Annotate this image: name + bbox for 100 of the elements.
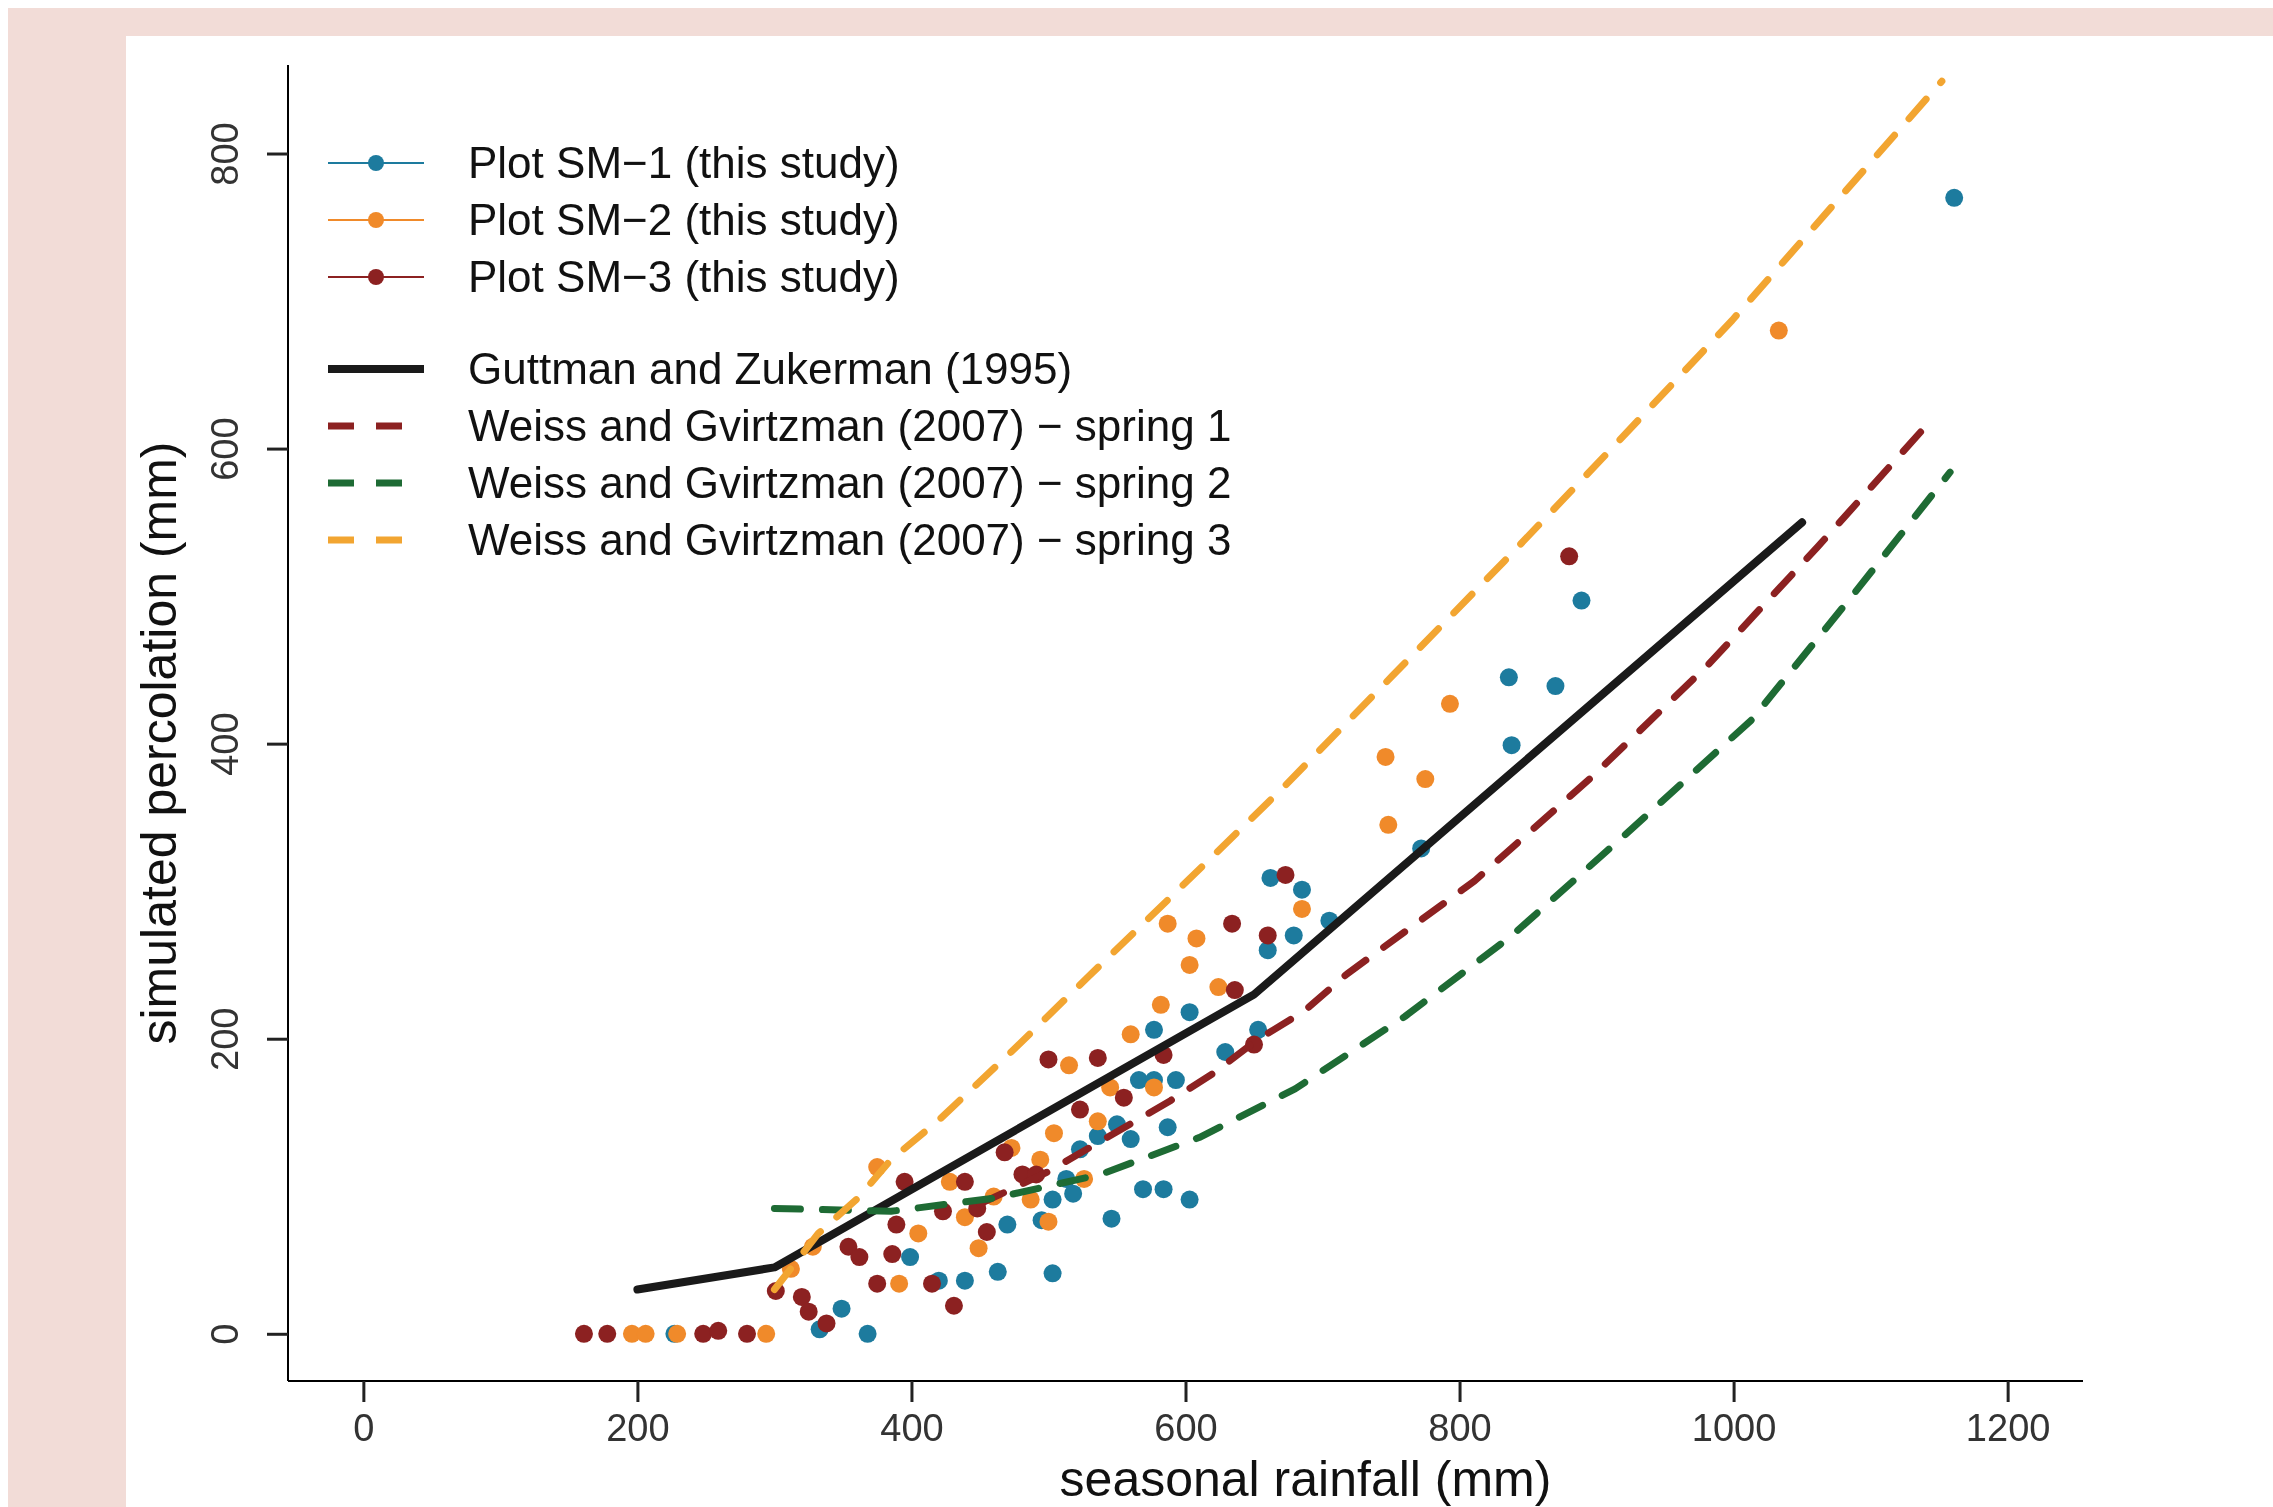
- point: [1284, 926, 1303, 945]
- point: [1209, 978, 1228, 997]
- point: [890, 1274, 909, 1293]
- legend-label: Weiss and Gvirtzman (2007) − spring 3: [468, 515, 1232, 565]
- legend-label: Plot SM−3 (this study): [468, 252, 900, 302]
- point: [832, 1299, 851, 1318]
- point: [1276, 865, 1295, 884]
- point: [1144, 1078, 1163, 1097]
- point: [988, 1262, 1007, 1281]
- legend-label: Plot SM−2 (this study): [468, 195, 900, 245]
- point: [1114, 1088, 1133, 1107]
- y-tick-label: 400: [204, 712, 246, 776]
- point: [883, 1245, 902, 1264]
- point: [1102, 1209, 1121, 1228]
- point: [1121, 1130, 1140, 1149]
- point: [955, 1172, 974, 1191]
- x-tick-label: 1000: [1691, 1406, 1777, 1449]
- point: [1249, 1020, 1268, 1039]
- point: [1031, 1150, 1050, 1169]
- point: [1180, 955, 1199, 974]
- point: [1379, 815, 1398, 834]
- point: [977, 1222, 996, 1241]
- point: [1376, 747, 1395, 766]
- point: [969, 1239, 988, 1258]
- x-tick-label: 1200: [1965, 1406, 2051, 1449]
- point: [1039, 1050, 1058, 1069]
- point: [909, 1224, 928, 1243]
- point: [709, 1321, 728, 1340]
- point: [1223, 914, 1242, 933]
- point: [792, 1287, 811, 1306]
- point: [1546, 677, 1565, 696]
- point: [1560, 547, 1579, 566]
- point: [574, 1324, 593, 1343]
- point: [1088, 1112, 1107, 1131]
- point: [1258, 941, 1277, 960]
- point: [1292, 880, 1311, 899]
- point: [1769, 321, 1788, 340]
- point: [1070, 1100, 1089, 1119]
- x-tick-label: 0: [353, 1406, 375, 1449]
- x-tick-label: 400: [880, 1406, 944, 1449]
- x-tick-label: 600: [1154, 1406, 1218, 1449]
- point: [1180, 1003, 1199, 1022]
- point: [955, 1208, 974, 1227]
- point: [1945, 188, 1964, 207]
- legend-label: Weiss and Gvirtzman (2007) − spring 2: [468, 458, 1232, 508]
- point: [1499, 668, 1518, 687]
- point: [1121, 1025, 1140, 1044]
- point: [1158, 914, 1177, 933]
- x-tick-label: 200: [606, 1406, 670, 1449]
- point: [858, 1324, 877, 1343]
- point: [1158, 1118, 1177, 1137]
- point: [1502, 736, 1521, 755]
- point: [1180, 1190, 1199, 1209]
- point: [1088, 1048, 1107, 1067]
- point: [995, 1143, 1014, 1162]
- point: [799, 1302, 818, 1321]
- point: [1258, 926, 1277, 945]
- point: [636, 1324, 655, 1343]
- point: [1129, 1071, 1148, 1090]
- point: [817, 1314, 836, 1333]
- point: [850, 1248, 869, 1267]
- point: [1154, 1180, 1173, 1199]
- point: [738, 1324, 757, 1343]
- y-tick-label: 600: [204, 417, 246, 481]
- point: [1064, 1184, 1083, 1203]
- legend-label: Plot SM−1 (this study): [468, 138, 900, 188]
- y-axis-title: simulated percolation (mm): [131, 441, 187, 1045]
- point: [1039, 1212, 1058, 1231]
- point: [1572, 591, 1591, 610]
- point: [1166, 1071, 1185, 1090]
- point: [1144, 1020, 1163, 1039]
- point: [1261, 868, 1280, 887]
- x-tick-label: 800: [1428, 1406, 1492, 1449]
- point: [1134, 1180, 1153, 1199]
- point: [1292, 899, 1311, 918]
- legend-label: Guttman and Zukerman (1995): [468, 344, 1073, 394]
- point: [1151, 995, 1170, 1014]
- point: [598, 1324, 617, 1343]
- point: [839, 1237, 858, 1256]
- point: [1187, 929, 1206, 948]
- point: [887, 1215, 906, 1234]
- point: [694, 1324, 713, 1343]
- point: [1225, 981, 1244, 1000]
- y-tick-label: 0: [204, 1323, 246, 1345]
- point: [1044, 1124, 1063, 1143]
- y-tick-label: 200: [204, 1007, 246, 1071]
- point: [1416, 770, 1435, 789]
- point: [998, 1215, 1017, 1234]
- x-axis-title: seasonal rainfall (mm): [1059, 1451, 1552, 1507]
- point: [1043, 1190, 1062, 1209]
- point: [1043, 1264, 1062, 1283]
- point: [923, 1274, 942, 1293]
- legend-label: Weiss and Gvirtzman (2007) − spring 1: [468, 401, 1232, 451]
- point: [868, 1274, 887, 1293]
- point: [955, 1271, 974, 1290]
- point: [944, 1296, 963, 1315]
- point: [757, 1324, 776, 1343]
- point: [1440, 694, 1459, 713]
- y-tick-label: 800: [204, 122, 246, 186]
- point: [940, 1172, 959, 1191]
